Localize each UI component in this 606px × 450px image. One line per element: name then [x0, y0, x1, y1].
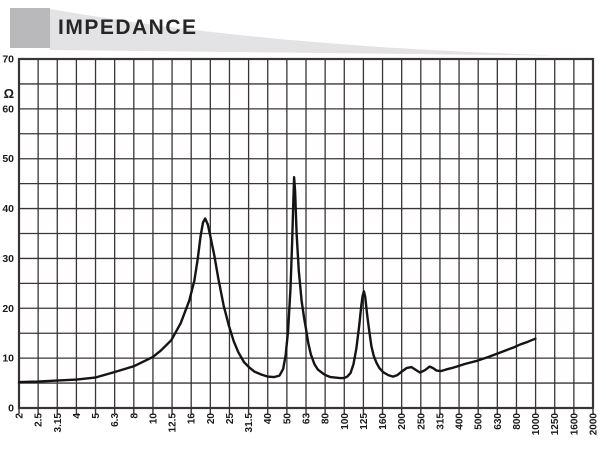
page-title: IMPEDANCE [58, 16, 198, 39]
banner-swoosh [50, 9, 548, 56]
x-tick-label: 200 [397, 413, 408, 430]
y-tick-label: 70 [2, 54, 14, 66]
x-tick-label: 50 [282, 413, 293, 425]
x-tick-label: 10 [148, 413, 159, 425]
y-tick-label: 0 [8, 403, 14, 415]
y-tick-label: 30 [2, 253, 14, 265]
banner-square [10, 8, 50, 48]
x-tick-label: 2 [15, 413, 26, 419]
x-tick-label: 12.5 [168, 413, 179, 433]
x-tick-label: 80 [321, 413, 332, 425]
swoosh-shape [50, 9, 548, 56]
x-tick-label: 8 [129, 413, 140, 419]
x-tick-label: 400 [455, 413, 466, 430]
ohm-symbol: Ω [4, 86, 14, 101]
x-tick-label: 40 [263, 413, 274, 425]
x-tick-label: 315 [435, 413, 446, 430]
impedance-curve [17, 176, 537, 384]
x-tick-label: 16 [187, 413, 198, 425]
x-tick-label: 5 [91, 413, 102, 419]
x-tick-label: 160 [378, 413, 389, 430]
x-tick-label: 3.15 [53, 413, 64, 433]
y-tick-label: 40 [2, 203, 14, 215]
x-tick-label: 25 [225, 413, 236, 425]
x-axis-ticks [18, 409, 594, 414]
x-tick-label: 500 [474, 413, 485, 430]
x-tick-label: 1600 [569, 413, 580, 436]
x-tick-label: 2000 [589, 413, 600, 436]
x-tick-label: 125 [359, 413, 370, 430]
x-tick-label: 250 [416, 413, 427, 430]
y-tick-label: 20 [2, 303, 14, 315]
vertical-gridlines [37, 59, 575, 408]
x-tick-label: 63 [302, 413, 313, 425]
x-tick-label: 6.3 [110, 413, 121, 427]
x-tick-label: 2.5 [34, 413, 45, 427]
x-tick-label: 1000 [531, 413, 542, 436]
x-tick-label: 20 [206, 413, 217, 425]
x-tick-label: 4 [72, 413, 83, 419]
x-tick-label: 630 [493, 413, 504, 430]
x-tick-label: 800 [512, 413, 523, 430]
y-tick-label: 10 [2, 353, 14, 365]
y-tick-label: 60 [2, 103, 14, 115]
x-tick-label: 31.5 [244, 413, 255, 433]
y-tick-label: 50 [2, 153, 14, 165]
plot-border [17, 57, 595, 410]
x-tick-label: 100 [340, 413, 351, 430]
x-tick-label: 1250 [550, 413, 561, 436]
